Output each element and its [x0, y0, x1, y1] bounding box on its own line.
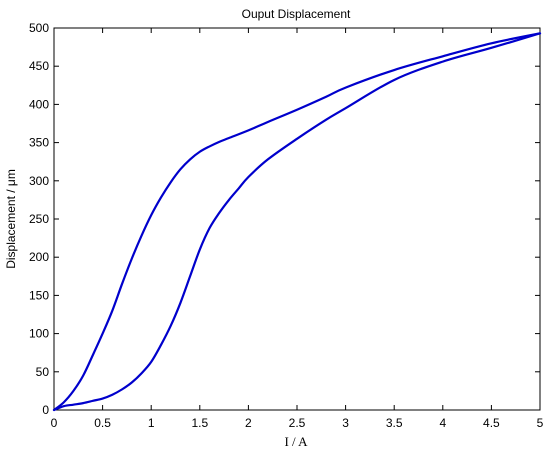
y-tick-label: 250	[29, 212, 49, 226]
plot-frame	[53, 27, 541, 411]
y-tick-label: 500	[29, 21, 49, 35]
x-tick-label: 1	[148, 416, 155, 430]
y-tick-label: 50	[36, 365, 50, 379]
x-tick-label: 2	[245, 416, 252, 430]
axis-ticks	[53, 27, 541, 411]
x-tick-label: 3	[342, 416, 349, 430]
tick-labels: 0 0.5 1 1.5 2 2.5 3 3.5 4 4.5 50501001502002503003…	[29, 21, 544, 430]
chart-title: Ouput Displacement	[242, 7, 351, 21]
y-tick-label: 350	[29, 136, 49, 150]
x-tick-label: 2.5	[289, 416, 306, 430]
series-line-loading	[52, 32, 542, 412]
x-tick-label: 1.5	[191, 416, 208, 430]
x-axis-label: I / A	[284, 434, 308, 449]
y-tick-label: 400	[29, 97, 49, 111]
x-tick-label: 4.5	[483, 416, 500, 430]
x-tick-label: 4	[439, 416, 446, 430]
x-tick-label: 3.5	[386, 416, 403, 430]
x-tick-label: 0	[51, 416, 58, 430]
y-tick-label: 300	[29, 174, 49, 188]
y-tick-label: 150	[29, 288, 49, 302]
x-tick-label: 5	[537, 416, 544, 430]
y-tick-label: 0	[42, 403, 49, 417]
y-axis-label: Displacement / μm	[4, 169, 18, 269]
y-tick-label: 450	[29, 59, 49, 73]
y-tick-label: 200	[29, 250, 49, 264]
y-tick-label: 100	[29, 327, 49, 341]
x-tick-label: 0.5	[94, 416, 111, 430]
series-group	[52, 32, 542, 412]
series-line-unloading	[52, 32, 542, 412]
